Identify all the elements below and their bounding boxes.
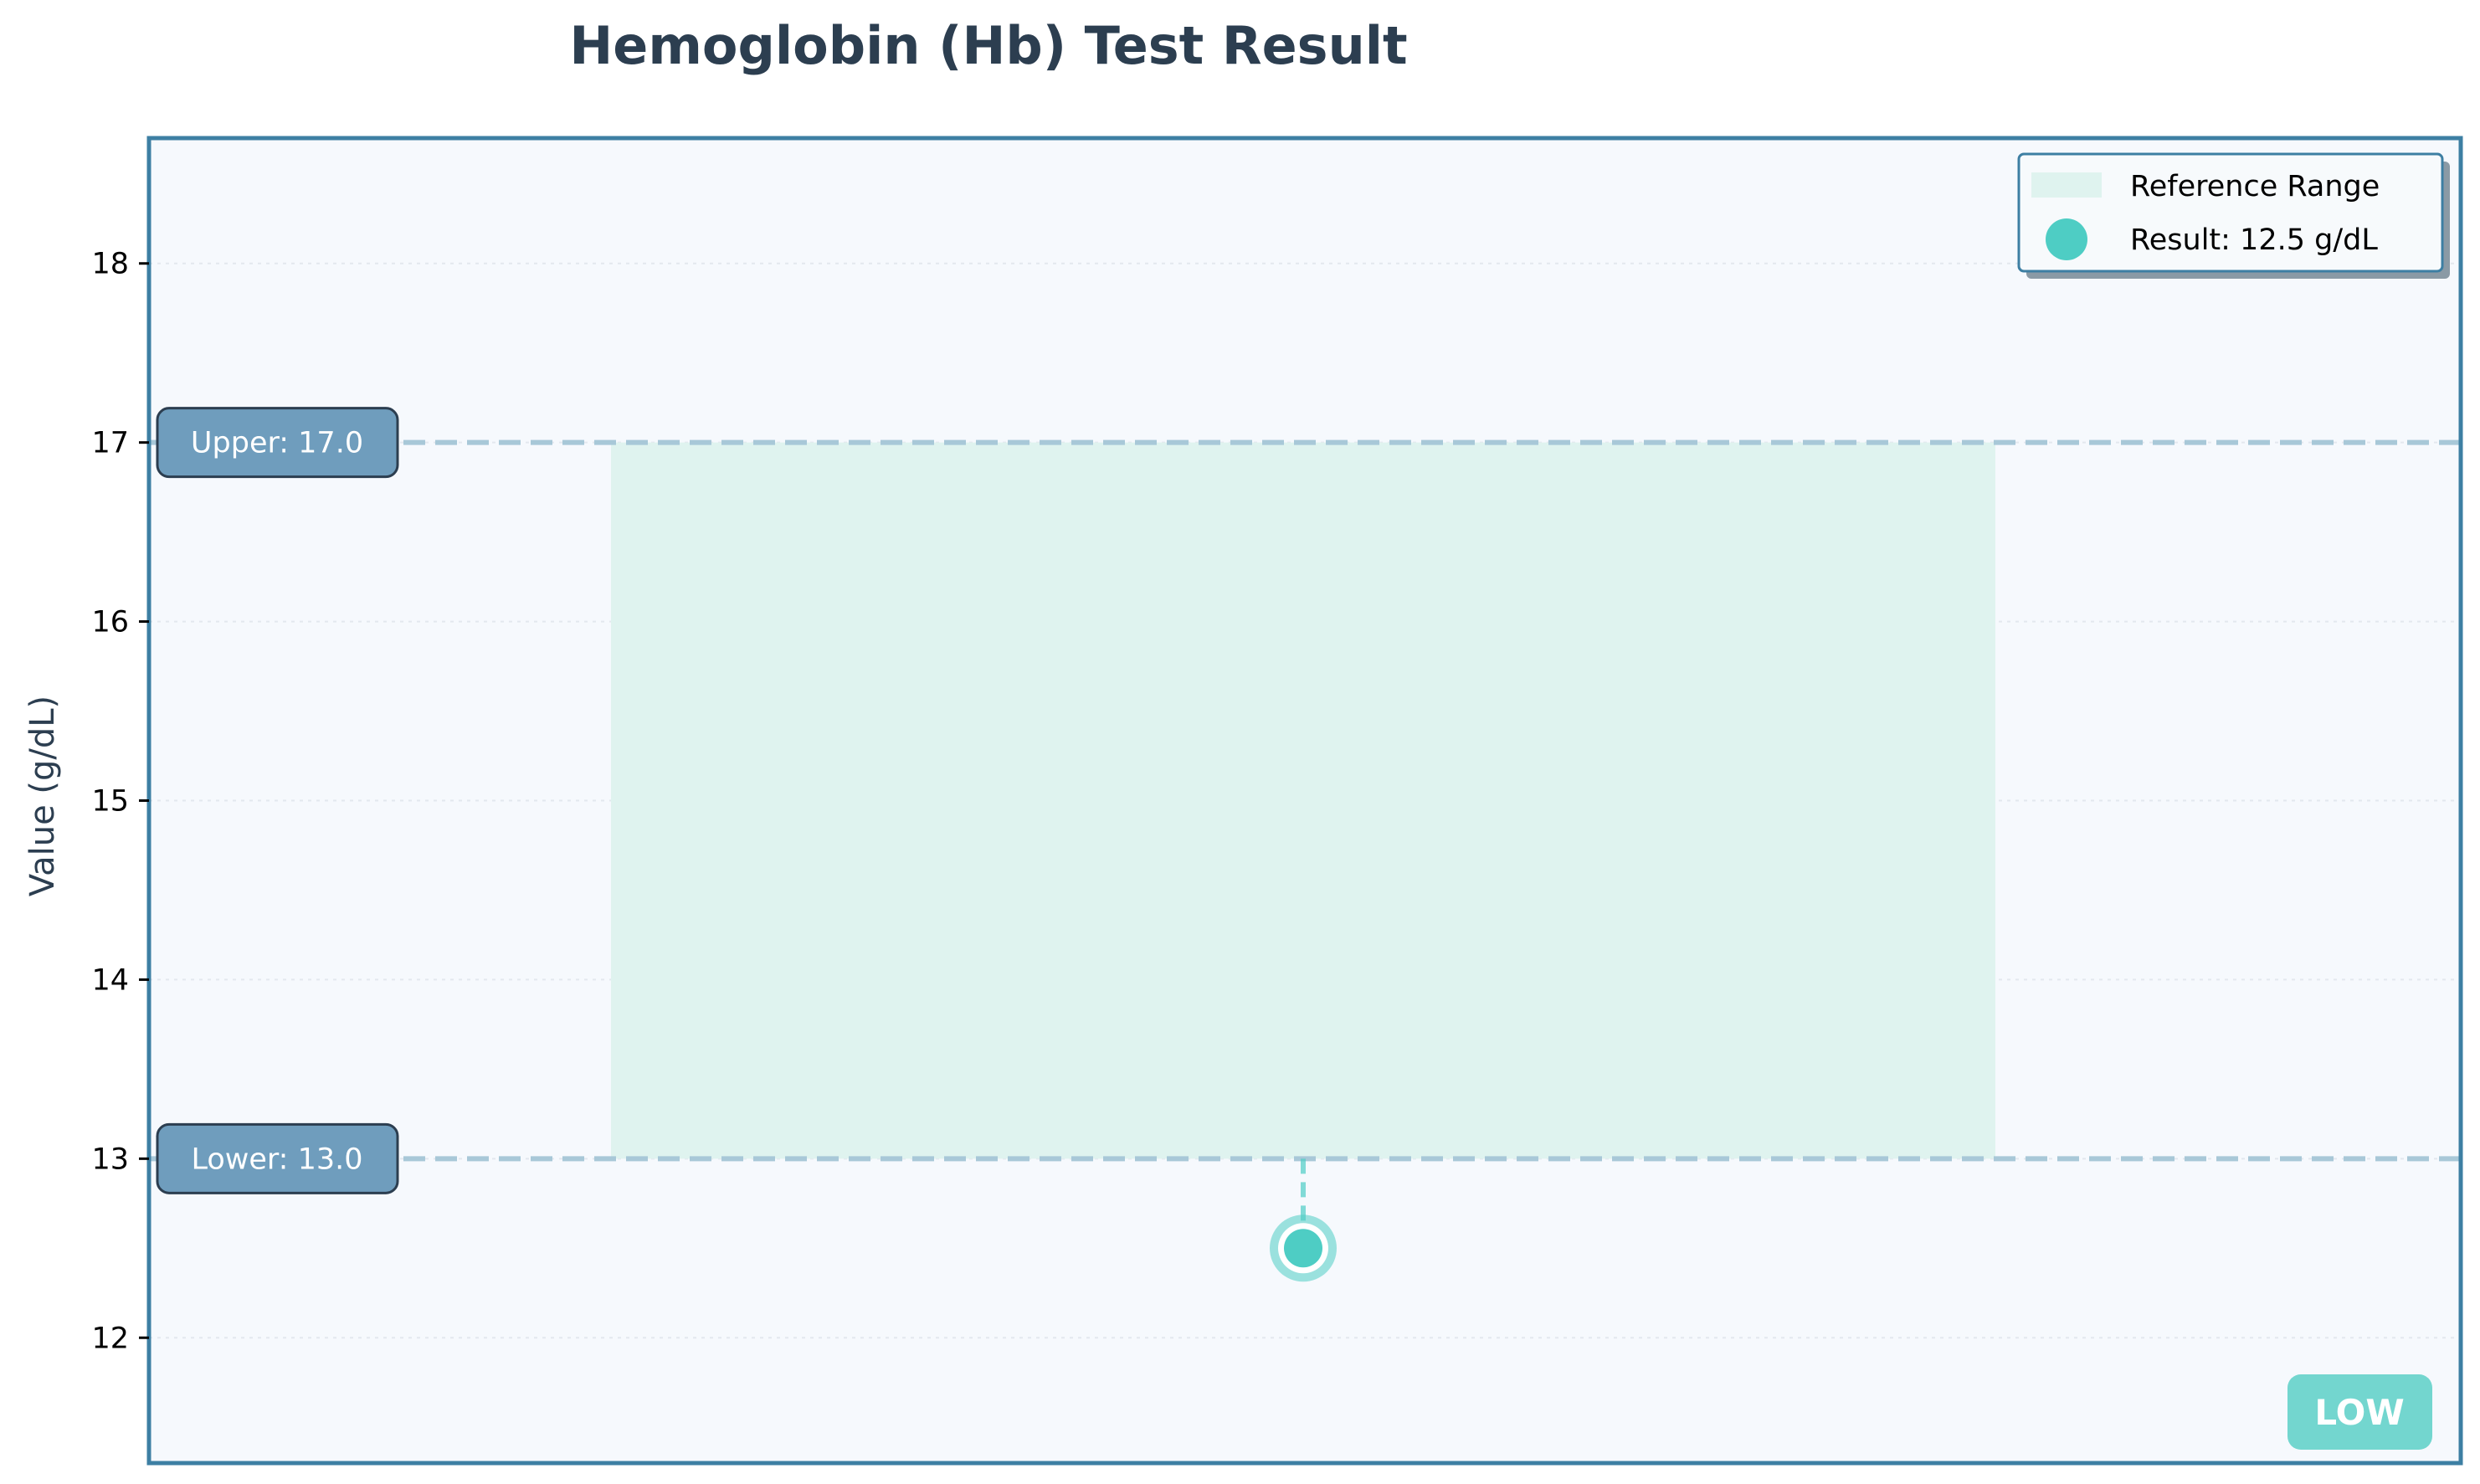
upper-bound-label-text: Upper: 17.0	[191, 427, 363, 460]
y-axis-label: Value (g/dL)	[23, 696, 62, 896]
y-tick-label: 18	[91, 248, 129, 281]
status-badge-text: LOW	[2314, 1392, 2404, 1433]
legend: Reference Range Result: 12.5 g/dL	[2017, 152, 2450, 279]
lower-bound-label-text: Lower: 13.0	[191, 1143, 362, 1176]
legend-box	[2017, 152, 2444, 273]
legend-result-label: Result: 12.5 g/dL	[2130, 223, 2378, 257]
status-badge: LOW	[2287, 1374, 2432, 1450]
legend-range-swatch	[2031, 172, 2102, 198]
legend-range-label: Reference Range	[2130, 170, 2380, 203]
y-tick-label: 16	[91, 606, 129, 639]
y-tick-label: 15	[91, 785, 129, 819]
reference-range-band	[611, 442, 1995, 1159]
y-tick-label: 14	[91, 963, 129, 997]
y-tick-label: 12	[91, 1322, 129, 1355]
upper-bound-label: Upper: 17.0	[156, 407, 399, 479]
chart-title: Hemoglobin (Hb) Test Result	[569, 15, 1407, 76]
y-tick-label: 13	[91, 1143, 129, 1176]
lower-bound-label: Lower: 13.0	[156, 1122, 399, 1194]
result-marker	[1284, 1229, 1322, 1268]
y-axis-ticks: 12 13 14 15 16 17 18	[91, 248, 149, 1355]
y-tick-label: 17	[91, 427, 129, 460]
legend-result-marker	[2046, 218, 2087, 260]
